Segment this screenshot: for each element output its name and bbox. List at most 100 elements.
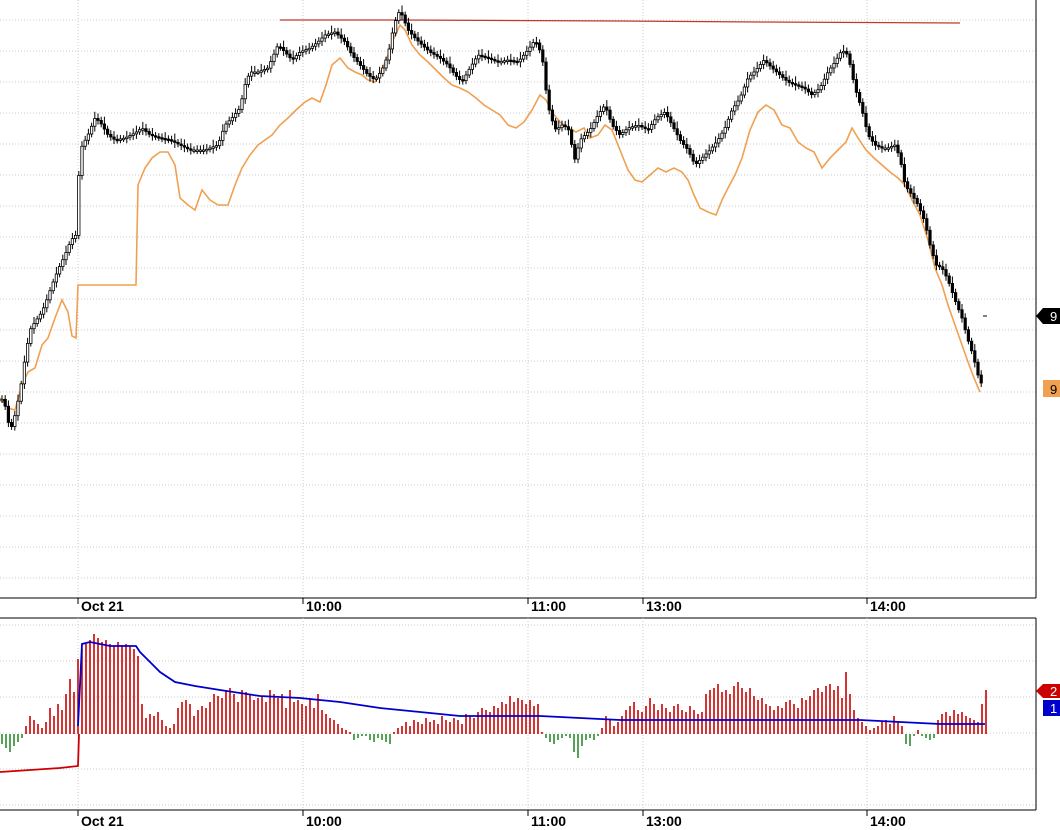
candle-up [650,124,654,130]
comparison-close-tag-label: 9 [1050,382,1057,397]
candle-up [310,45,315,49]
candle-down [534,42,539,45]
candle-up [826,72,830,80]
candle-down [691,153,695,162]
candle-up [265,67,270,71]
candle-down [368,73,372,77]
x-tick-14-00-lower: 14:00 [870,813,906,829]
candle-up [829,67,833,74]
candle-down [973,350,977,363]
candle-down [922,210,926,219]
candle-up [125,136,129,140]
candle-up [205,148,209,152]
candle-down [694,160,699,164]
candle-up [329,32,334,35]
candle-up [464,74,468,81]
candle-down [486,56,491,60]
candle-up [656,116,660,121]
candle-down [566,126,571,131]
candle-down [909,188,913,194]
x-tick-13-00: 13:00 [646,598,682,614]
candle-up [890,146,894,149]
candle-up [131,133,135,136]
candle-down [781,74,785,78]
candle-down [778,71,782,76]
candle-up [720,132,724,140]
candle-down [409,30,414,35]
candle-down [640,125,644,128]
candle-down [874,140,878,146]
candle-down [963,317,967,331]
candle-down [448,63,452,69]
candle-down [406,22,411,31]
candle-down [682,140,686,145]
candle-up [227,120,231,125]
candle-up [816,89,820,93]
candle-up [211,146,215,149]
candle-down [858,92,862,103]
candle-up [723,127,727,134]
candle-down [457,76,462,81]
candle-up [86,133,90,141]
candle-down [3,398,7,407]
candle-down [784,77,788,81]
candle-up [137,129,142,133]
candle-down [563,124,567,127]
candle-up [390,32,395,50]
candle-down [163,137,167,141]
candle-down [166,138,170,141]
candle-up [74,234,78,239]
price-vertical-gridlines [77,0,868,598]
candle-down [810,91,814,96]
candle-up [269,61,273,69]
time-axis-upper: Oct 21 10:00 11:00 13:00 14:00 [0,598,1036,619]
candle-down [570,129,574,145]
candle-down [944,269,948,277]
candle-down [515,60,519,64]
candle-down [688,148,692,155]
candle-down [169,139,174,142]
candle-down [896,144,900,154]
candle-up [477,54,481,60]
candle-up [838,52,843,59]
candle-down [854,79,859,93]
candle-down [794,83,798,86]
candle-up [230,117,234,122]
candle-down [432,52,436,55]
candle-up [739,94,743,102]
candle-down [899,152,903,165]
price-panel: 9 9 [0,0,1060,599]
candle-down [806,88,811,93]
candle-up [624,129,628,133]
candle-down [96,118,100,121]
x-tick-10-00-lower: 10:00 [306,813,342,829]
candle-up [275,46,279,55]
candle-up [499,60,503,64]
candle-down [336,31,340,36]
candle-down [9,421,14,427]
candle-down [278,46,283,49]
candle-down [954,292,958,302]
x-tick-11-00: 11:00 [531,598,566,614]
candle-up [45,299,49,309]
candle-down [611,118,615,127]
candle-down [768,62,772,67]
candle-up [35,318,39,325]
candle-up [883,147,887,150]
candle-up [243,84,247,100]
candle-down [877,144,881,148]
candle-down [803,86,807,90]
candle-down [550,109,555,122]
candle-down [861,102,865,114]
candle-down [461,79,465,82]
candle-down [150,133,154,137]
candle-down [419,40,423,45]
candle-down [157,136,161,139]
candle-up [25,343,30,363]
candle-up [313,43,318,47]
candle-up [659,114,663,118]
signal-line [0,733,80,773]
candle-up [704,153,708,158]
candle-down [179,143,183,147]
